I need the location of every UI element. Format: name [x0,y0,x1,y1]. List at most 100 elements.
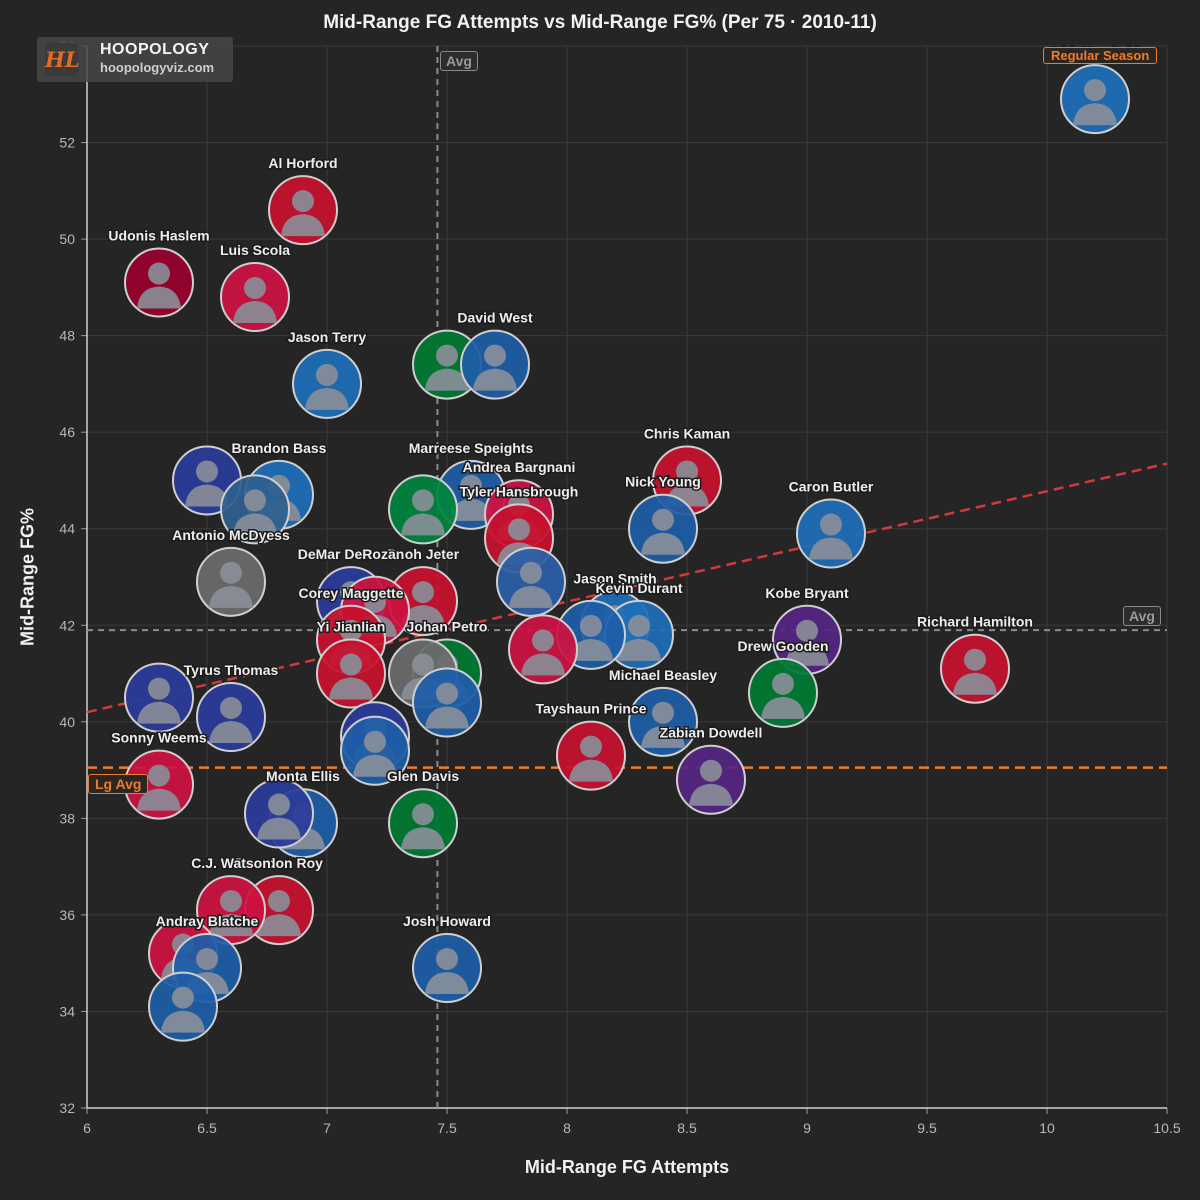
x-tick-label: 8 [563,1120,571,1136]
player-label: Brandon Bass [232,440,327,456]
player-label: Sonny Weems [111,730,207,746]
player-silhouette-body [641,725,685,748]
player-label: Tyrus Thomas [184,662,279,678]
x-tick-label: 10 [1039,1120,1055,1136]
player-silhouette-body [161,1010,205,1033]
player-silhouette-body [569,759,613,782]
player-point [412,667,482,738]
player-label: Andrea Bargnani [463,459,576,475]
player-label: Zabian Dowdell [660,725,763,741]
logo-url: hoopologyviz.com [100,60,215,75]
player-silhouette-body [569,638,613,661]
player-silhouette-icon [220,696,242,719]
player-silhouette-body [785,643,829,666]
x-tick-label: 7 [323,1120,331,1136]
player-label: Kobe Bryant [765,585,849,601]
player-silhouette-body [953,672,997,695]
player-silhouette-icon [628,614,650,637]
player-silhouette-icon [580,614,602,637]
logo-name: HOOPOLOGY [100,41,210,58]
player-silhouette-body [449,498,493,521]
y-tick-label: 38 [59,810,75,826]
player-silhouette-icon [196,948,218,971]
player-silhouette-body [1073,103,1117,126]
player-label: Monta Ellis [266,768,340,784]
player-silhouette-icon [436,682,458,705]
player-point [268,175,338,246]
player-point [196,681,266,752]
player-silhouette-icon [412,653,434,676]
x-tick-label: 9 [803,1120,811,1136]
player-silhouette-icon [532,629,554,652]
y-tick-label: 44 [59,521,75,537]
player-silhouette-icon [652,508,674,531]
player-point [124,247,194,318]
player-label: DeMar DeRozan [298,546,405,562]
player-point [244,778,314,849]
player-label: Caron Butler [789,479,874,495]
player-label: Richard Hamilton [917,614,1033,630]
player-point [316,638,386,709]
player-label: Josh Howard [403,913,491,929]
player-silhouette-icon [364,590,386,613]
player-silhouette-icon [964,648,986,671]
x-tick-label: 10.5 [1153,1120,1180,1136]
player-label: Glen Davis [387,768,460,784]
player-label: David West [457,310,533,326]
y-tick-label: 32 [59,1100,75,1116]
player-silhouette-body [209,914,253,937]
trend-line [86,462,1168,714]
player-silhouette-icon [412,581,434,604]
player-point [124,749,194,820]
player-silhouette-icon [436,948,458,971]
player-silhouette-body [137,788,181,811]
player-silhouette-body [641,532,685,555]
x-tick-label: 9.5 [917,1120,937,1136]
player-label: Luis Scola [220,242,290,258]
player-silhouette-body [329,677,373,700]
player-silhouette-icon [412,489,434,512]
player-silhouette-icon [268,793,290,816]
player-silhouette-body [401,827,445,850]
player-silhouette-body [617,638,661,661]
player-silhouette-icon [220,561,242,584]
y-avg-badge: Avg [1123,606,1161,626]
player-silhouette-icon [292,190,314,213]
player-silhouette-body [809,537,853,560]
player-silhouette-icon [364,730,386,753]
player-silhouette-icon [1084,79,1106,102]
player-label: Johan Petro [407,619,488,635]
player-silhouette-icon [700,759,722,782]
player-label: Drew Gooden [737,638,828,654]
player-silhouette-icon [316,363,338,386]
hoopology-logo: HL HOOPOLOGY hoopologyviz.com [37,37,233,82]
player-label: Tayshaun Prince [535,701,646,717]
player-label: Jason Smith [573,570,656,586]
player-point [412,329,482,400]
player-label: Pooh Jeter [387,546,460,562]
data-points [124,64,1130,1042]
player-point [1060,64,1130,135]
player-silhouette-icon [148,262,170,285]
player-point [220,262,290,333]
player-silhouette-body [509,585,553,608]
player-label: Tyler Hansbrough [460,483,579,499]
player-silhouette-body [401,513,445,536]
player-silhouette-icon [220,890,242,913]
player-point [412,933,482,1004]
player-label: Al Horford [268,155,337,171]
player-silhouette-icon [460,474,482,497]
player-silhouette-icon [796,619,818,642]
x-tick-label: 6 [83,1120,91,1136]
y-tick-label: 50 [59,231,75,247]
y-tick-label: 40 [59,714,75,730]
player-silhouette-body [689,783,733,806]
player-point [508,614,578,685]
player-silhouette-icon [244,489,266,512]
player-point [124,662,194,733]
league-avg-badge: Lg Avg [88,774,149,794]
player-silhouette-icon [148,764,170,787]
player-silhouette-body [233,301,277,324]
player-silhouette-body [137,701,181,724]
player-point [796,498,866,569]
